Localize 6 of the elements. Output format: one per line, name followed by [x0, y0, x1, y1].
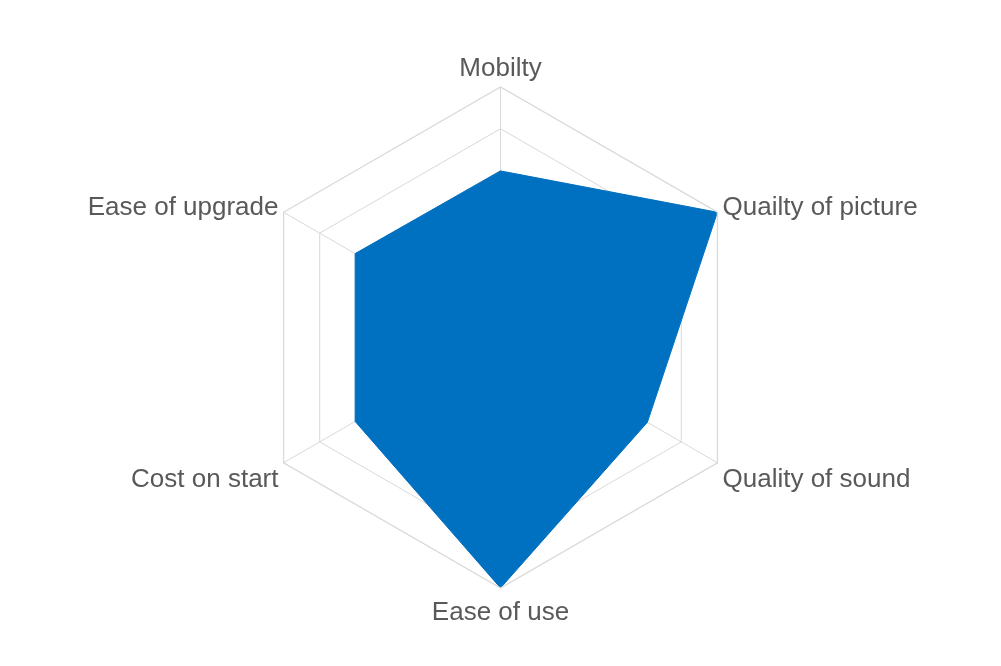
spoke-label: Ease of use	[431, 595, 570, 626]
spoke-label: Ease of upgrade	[87, 190, 279, 221]
spoke-label: Cost on start	[131, 462, 280, 493]
spoke-label: Quality of sound	[722, 462, 911, 493]
spoke-label: Quailty of picture	[722, 190, 918, 221]
spoke-label: Mobilty	[459, 51, 542, 82]
